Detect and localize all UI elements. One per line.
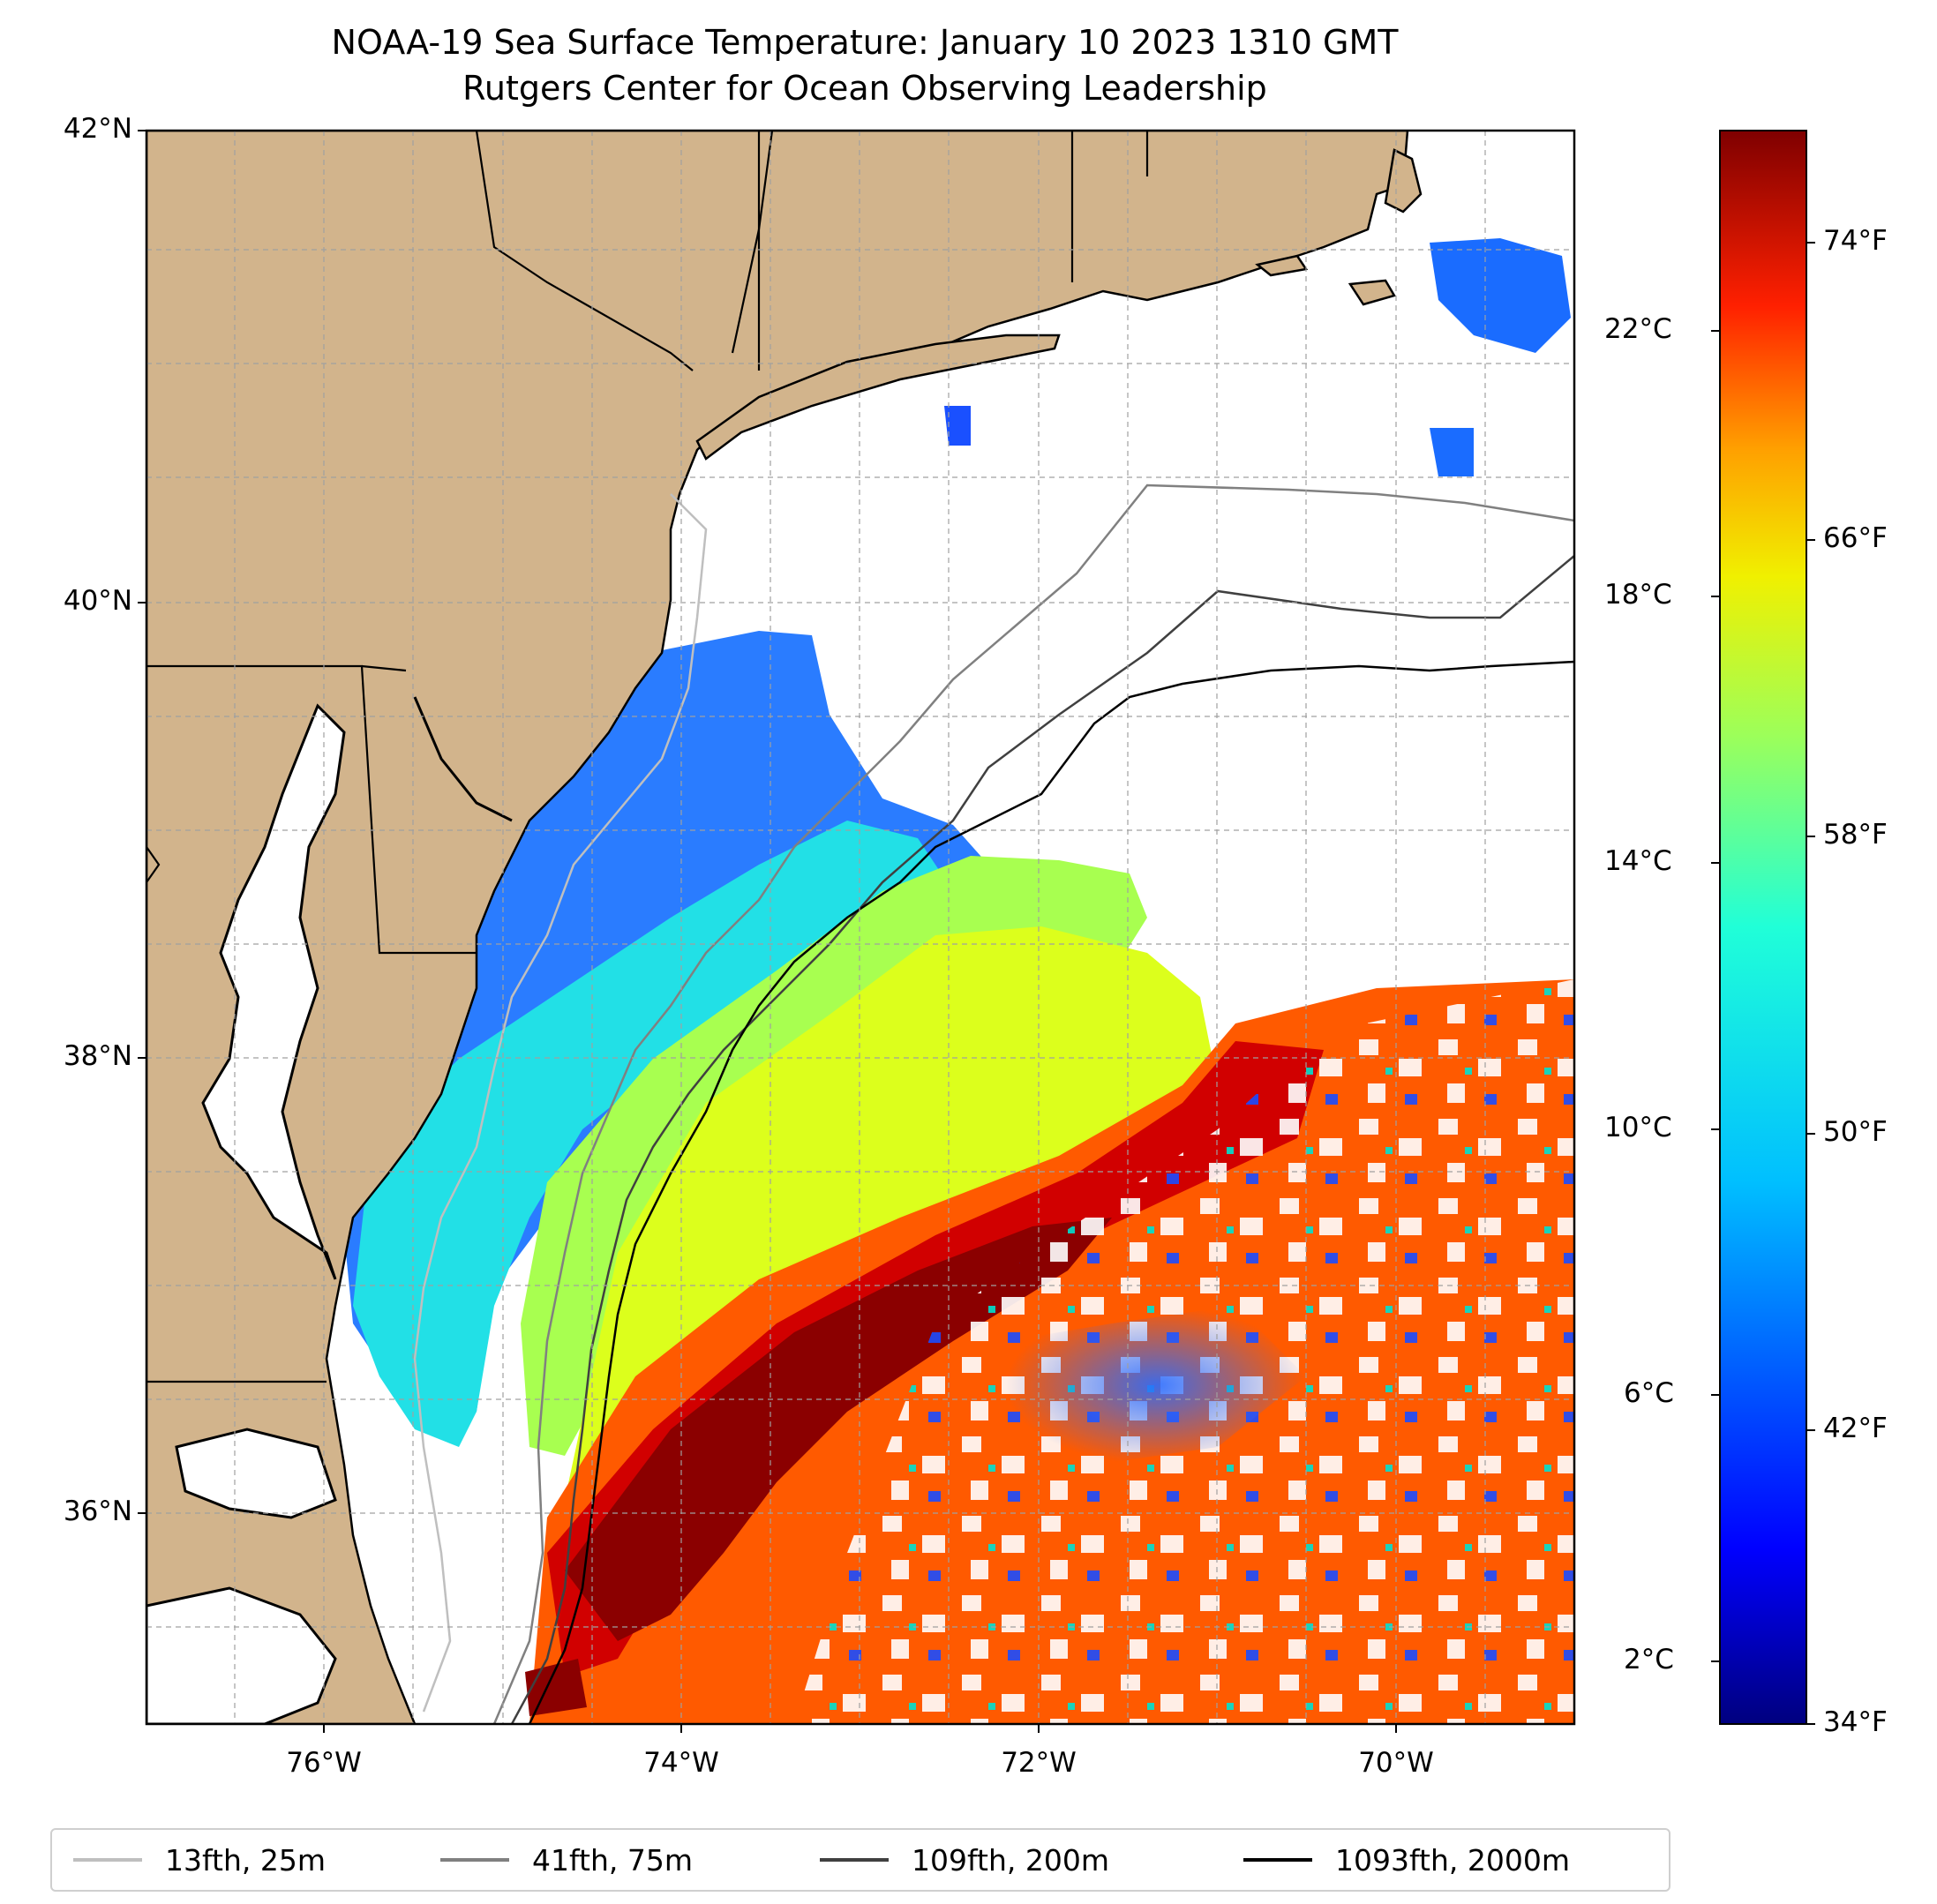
legend-item-25m: 13fth, 25m xyxy=(73,1830,326,1890)
lon-tick-70: 70°W xyxy=(1358,1747,1434,1779)
land-long-island xyxy=(695,334,1061,461)
colorbar-ticks xyxy=(1711,242,1815,1725)
sst-cold-patch-capecod xyxy=(1430,238,1571,353)
legend-line-2000m xyxy=(1243,1858,1312,1862)
sst-cold-filaments xyxy=(1006,1306,1306,1465)
map-subtitle: Rutgers Center for Ocean Observing Leade… xyxy=(462,69,1267,108)
legend-label-2000m: 1093fth, 2000m xyxy=(1335,1842,1570,1878)
contour-25m xyxy=(413,493,708,1713)
lon-tick-74: 74°W xyxy=(643,1747,719,1779)
legend-label-75m: 41fth, 75m xyxy=(532,1842,693,1878)
legend-item-200m: 109fth, 200m xyxy=(820,1830,1109,1890)
cb-c-10: 10°C xyxy=(1604,1112,1672,1143)
cb-f-66: 66°F xyxy=(1823,522,1888,554)
cb-f-58: 58°F xyxy=(1823,819,1888,851)
lat-tick-40: 40°N xyxy=(63,585,132,617)
legend-item-75m: 41fth, 75m xyxy=(440,1830,693,1890)
map-frame xyxy=(145,129,1576,1726)
land-northeast xyxy=(146,131,1409,1724)
depth-legend: 13fth, 25m 41fth, 75m 109fth, 200m 1093f… xyxy=(50,1828,1670,1892)
contour-200m xyxy=(510,555,1574,1724)
legend-line-25m xyxy=(73,1858,142,1862)
cb-c-18: 18°C xyxy=(1604,579,1672,611)
land-nantucket xyxy=(1348,279,1396,306)
cb-f-42: 42°F xyxy=(1823,1413,1888,1444)
axis-ticks xyxy=(138,130,1397,1733)
map-title: NOAA-19 Sea Surface Temperature: January… xyxy=(331,23,1399,62)
contour-75m xyxy=(492,483,1574,1724)
lat-tick-38: 38°N xyxy=(63,1040,132,1072)
state-borders xyxy=(146,131,1149,1383)
sst-cold-patch-li xyxy=(944,406,971,446)
cb-f-74: 74°F xyxy=(1823,225,1888,257)
legend-label-25m: 13fth, 25m xyxy=(165,1842,326,1878)
contour-2000m xyxy=(528,660,1574,1724)
cb-c-6: 6°C xyxy=(1624,1377,1674,1409)
legend-line-75m xyxy=(440,1858,509,1862)
pamlico-sound xyxy=(146,1586,337,1724)
legend-label-200m: 109fth, 200m xyxy=(912,1842,1109,1878)
cb-f-50: 50°F xyxy=(1823,1116,1888,1148)
cb-c-2: 2°C xyxy=(1624,1644,1674,1675)
land-capecod xyxy=(1384,148,1423,214)
cb-c-22: 22°C xyxy=(1604,313,1672,345)
chesapeake-bay xyxy=(201,703,346,1280)
lon-tick-72: 72°W xyxy=(1001,1747,1077,1779)
legend-item-2000m: 1093fth, 2000m xyxy=(1243,1830,1570,1890)
cb-c-14: 14°C xyxy=(1604,845,1672,877)
cb-f-34: 34°F xyxy=(1823,1706,1888,1738)
lat-tick-36: 36°N xyxy=(63,1495,132,1527)
graticule xyxy=(146,131,1574,1724)
lon-tick-76: 76°W xyxy=(286,1747,362,1779)
sst-cold-patch-shelf xyxy=(1430,428,1474,476)
delaware-bay-shape xyxy=(413,696,513,822)
legend-line-200m xyxy=(820,1858,889,1862)
albemarle-sound xyxy=(175,1428,337,1519)
lat-tick-42: 42°N xyxy=(63,113,132,145)
colorbar[interactable] xyxy=(1719,130,1807,1725)
